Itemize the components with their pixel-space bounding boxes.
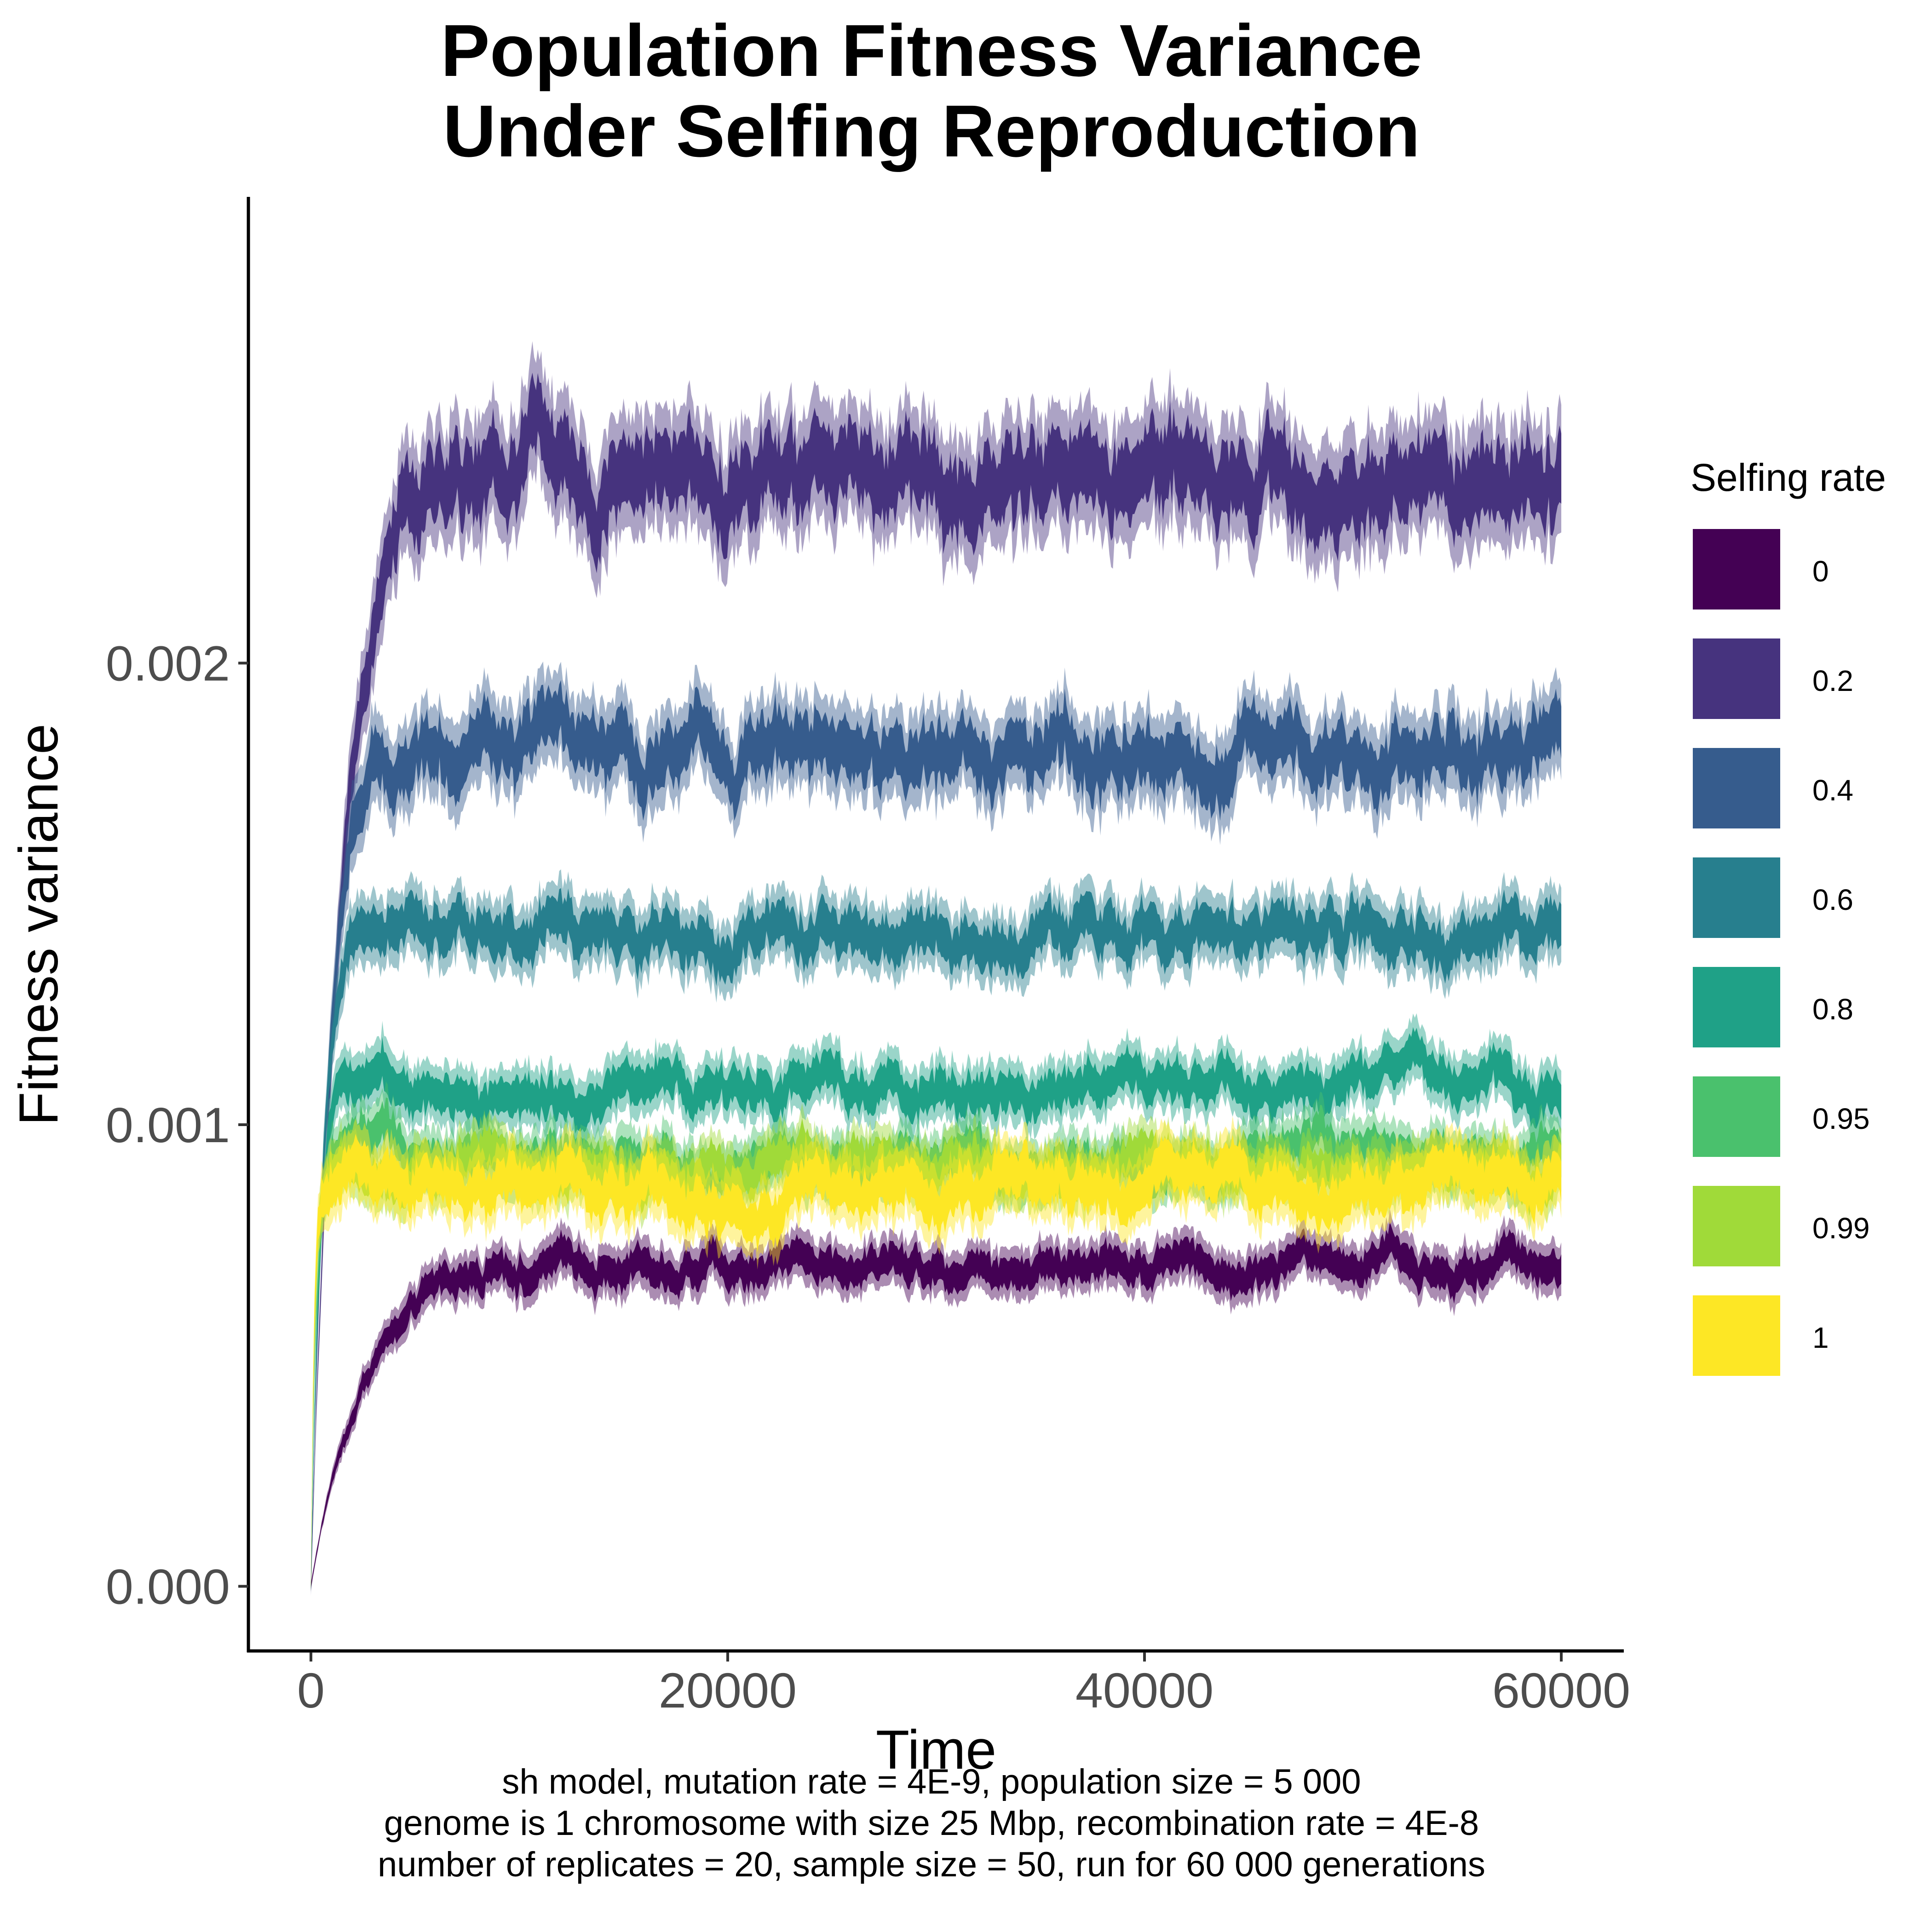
legend-swatch	[1693, 748, 1780, 828]
y-tick-label: 0.000	[106, 1559, 230, 1615]
legend-label: 0.8	[1812, 993, 1853, 1026]
legend-swatch	[1693, 967, 1780, 1047]
legend-item: 0.6	[1693, 857, 1914, 938]
series-band-inner	[310, 373, 1562, 1592]
series-band-inner	[310, 1133, 1562, 1589]
legend-swatch	[1693, 1295, 1780, 1376]
chart-title-line1: Population Fitness Variance	[441, 9, 1422, 92]
x-ticks: 0 20000 40000 60000	[297, 1652, 1630, 1718]
series-band-inner	[310, 1027, 1562, 1589]
chart-title-line2: Under Selfing Reproduction	[443, 90, 1420, 172]
legend-label: 1	[1812, 1321, 1829, 1354]
legend-label: 0.4	[1812, 774, 1853, 807]
legend-item: 1	[1693, 1295, 1914, 1376]
legend-label: 0.95	[1812, 1102, 1870, 1135]
series-band-outer	[310, 1208, 1562, 1591]
legend-item: 0.95	[1693, 1076, 1914, 1157]
series-band-outer	[310, 341, 1562, 1596]
legend-title: Selfing rate	[1690, 456, 1886, 499]
x-tick-label: 20000	[659, 1662, 797, 1718]
series-band-inner	[310, 680, 1562, 1591]
y-ticks: 0.000 0.001 0.002	[106, 636, 248, 1615]
legend-label: 0	[1812, 555, 1829, 588]
series-band-inner	[310, 888, 1562, 1590]
y-tick-label: 0.002	[106, 636, 230, 691]
y-axis-label: Fitness variance	[8, 724, 69, 1126]
caption-line1: sh model, mutation rate = 4E-9, populati…	[502, 1762, 1361, 1801]
x-tick-label: 60000	[1492, 1662, 1630, 1718]
legend-item: 0.8	[1693, 967, 1914, 1047]
x-tick-label: 40000	[1075, 1662, 1213, 1718]
x-tick-label: 0	[297, 1662, 325, 1718]
series-bands	[310, 341, 1562, 1596]
series-band-inner	[310, 1222, 1562, 1589]
x-axis-label: Time	[876, 1719, 996, 1781]
legend-item: 0.4	[1693, 748, 1914, 828]
caption-line3: number of replicates = 20, sample size =…	[377, 1845, 1486, 1884]
legend-item: 0.99	[1693, 1186, 1914, 1266]
legend-label: 0.6	[1812, 883, 1853, 916]
legend-item: 0.2	[1693, 638, 1914, 719]
caption-line2: genome is 1 chromosome with size 25 Mbp,…	[384, 1804, 1479, 1843]
legend-swatch	[1693, 638, 1780, 719]
legend-swatch	[1693, 1186, 1780, 1266]
y-tick-label: 0.001	[106, 1097, 230, 1153]
legend-swatch	[1693, 857, 1780, 938]
legend-label: 0.99	[1812, 1212, 1870, 1245]
legend-item: 0	[1693, 529, 1914, 610]
legend-label: 0.2	[1812, 664, 1853, 697]
legend-swatch	[1693, 529, 1780, 610]
legend-swatch	[1693, 1076, 1780, 1157]
